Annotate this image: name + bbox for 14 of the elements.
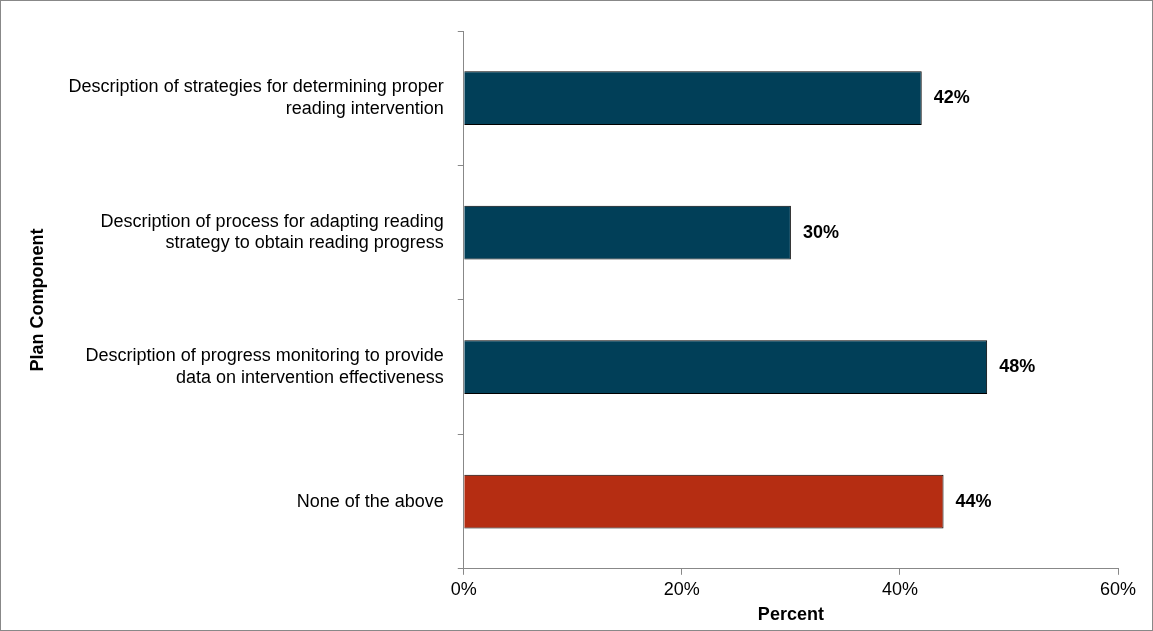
- y-tick-label: Description of process for adapting reading strategy to obtain reading progress: [100, 210, 444, 253]
- y-tick-label: Description of progress monitoring to provide data on intervention effectiveness: [85, 345, 444, 387]
- y-tick-label: None of the above: [296, 490, 444, 511]
- x-tick-label: 0%: [450, 578, 477, 599]
- data-label: 44%: [955, 490, 992, 511]
- data-label: 42%: [933, 87, 970, 108]
- data-label: 30%: [802, 221, 839, 242]
- x-tick-label: 20%: [663, 578, 700, 599]
- x-tick-label: 40%: [881, 578, 918, 599]
- y-axis-title: Plan Component: [26, 228, 47, 372]
- x-tick-label: 60%: [1099, 578, 1137, 599]
- x-axis-title: Percent: [757, 604, 824, 625]
- data-label: 48%: [999, 356, 1036, 377]
- y-tick-label: Description of strategies for determining proper reading intervention: [68, 76, 444, 118]
